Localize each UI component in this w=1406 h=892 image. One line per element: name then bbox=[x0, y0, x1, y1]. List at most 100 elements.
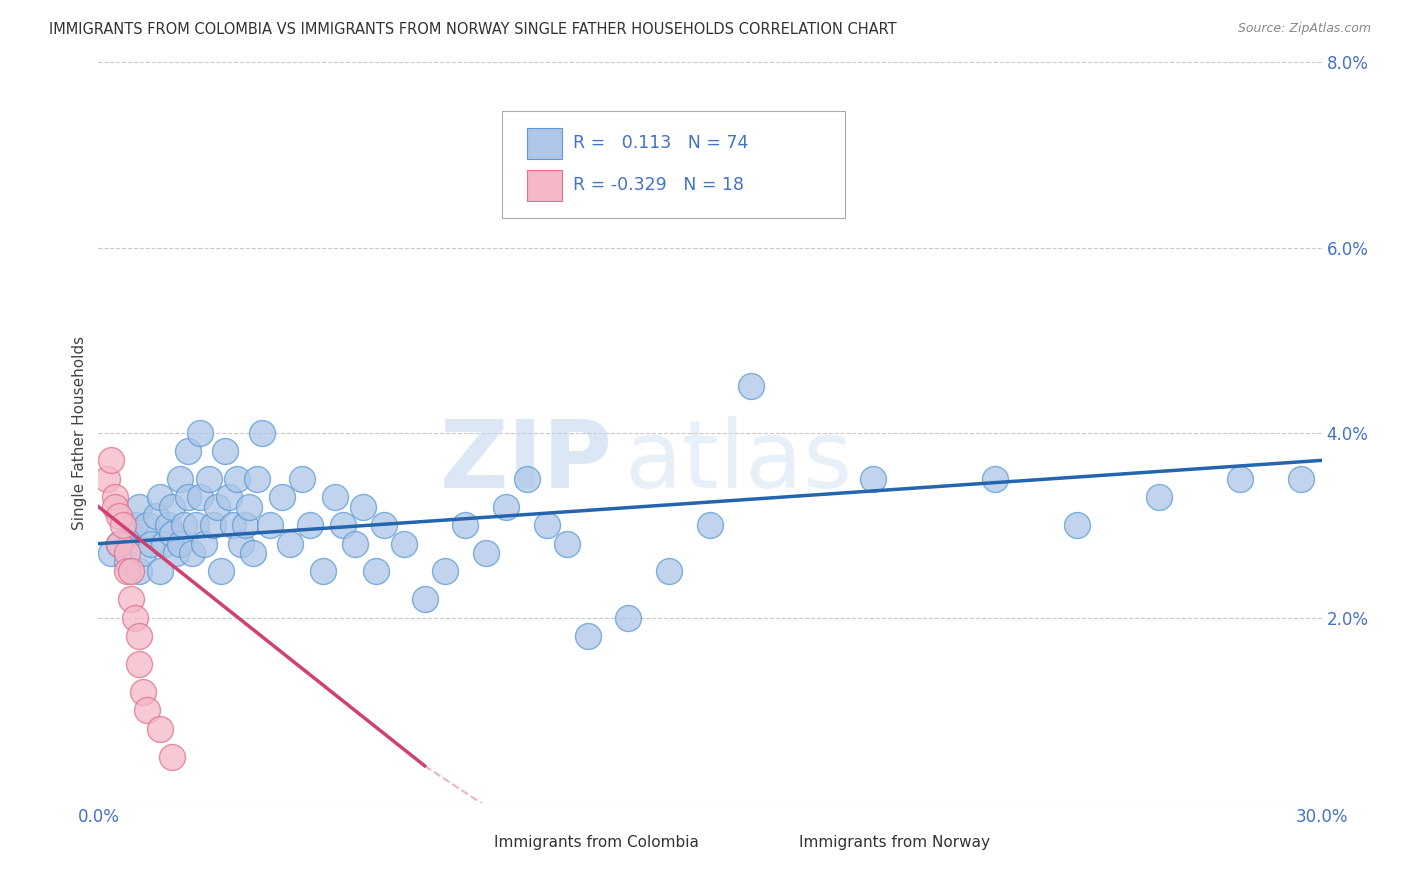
Point bbox=[169, 536, 191, 550]
Text: R = -0.329   N = 18: R = -0.329 N = 18 bbox=[574, 177, 744, 194]
Point bbox=[205, 500, 228, 514]
Point bbox=[201, 518, 224, 533]
Point bbox=[373, 518, 395, 533]
Text: Source: ZipAtlas.com: Source: ZipAtlas.com bbox=[1237, 22, 1371, 36]
Point bbox=[536, 518, 558, 533]
Point bbox=[699, 518, 721, 533]
Text: Immigrants from Norway: Immigrants from Norway bbox=[800, 835, 990, 850]
Point bbox=[108, 508, 131, 523]
Point bbox=[364, 565, 387, 579]
Point bbox=[96, 472, 118, 486]
Point bbox=[238, 500, 260, 514]
Point bbox=[576, 629, 599, 643]
Point bbox=[136, 518, 159, 533]
Point bbox=[188, 491, 212, 505]
Point bbox=[115, 546, 138, 560]
Point bbox=[186, 518, 208, 533]
Point bbox=[128, 657, 150, 671]
Point bbox=[141, 536, 163, 550]
Point bbox=[246, 472, 269, 486]
Point bbox=[128, 500, 150, 514]
FancyBboxPatch shape bbox=[457, 836, 489, 863]
Point bbox=[233, 518, 256, 533]
Point bbox=[124, 610, 146, 624]
Point bbox=[214, 444, 236, 458]
Text: Immigrants from Colombia: Immigrants from Colombia bbox=[494, 835, 699, 850]
Point bbox=[1291, 472, 1313, 486]
Point bbox=[862, 472, 884, 486]
Point bbox=[299, 518, 322, 533]
Point bbox=[111, 518, 134, 533]
Point bbox=[231, 536, 253, 550]
Point bbox=[124, 518, 146, 533]
Point bbox=[160, 749, 183, 764]
FancyBboxPatch shape bbox=[502, 111, 845, 218]
Point bbox=[136, 703, 159, 717]
Point bbox=[104, 500, 127, 514]
Point bbox=[352, 500, 374, 514]
Point bbox=[100, 546, 122, 560]
Point bbox=[222, 518, 245, 533]
Point bbox=[658, 565, 681, 579]
Point bbox=[100, 453, 122, 467]
Point bbox=[193, 536, 215, 550]
Point bbox=[120, 565, 142, 579]
Point bbox=[152, 536, 174, 550]
Point bbox=[177, 444, 200, 458]
Point bbox=[209, 565, 232, 579]
Point bbox=[197, 472, 219, 486]
Text: R =   0.113   N = 74: R = 0.113 N = 74 bbox=[574, 134, 748, 153]
Point bbox=[278, 536, 301, 550]
Point bbox=[156, 518, 179, 533]
Text: ZIP: ZIP bbox=[439, 417, 612, 508]
Point bbox=[149, 491, 172, 505]
Point bbox=[132, 546, 155, 560]
Point bbox=[188, 425, 212, 440]
Point bbox=[495, 500, 517, 514]
Text: IMMIGRANTS FROM COLOMBIA VS IMMIGRANTS FROM NORWAY SINGLE FATHER HOUSEHOLDS CORR: IMMIGRANTS FROM COLOMBIA VS IMMIGRANTS F… bbox=[49, 22, 897, 37]
Point bbox=[332, 518, 354, 533]
Point bbox=[259, 518, 281, 533]
Point bbox=[160, 527, 183, 541]
Point bbox=[149, 565, 172, 579]
Point bbox=[108, 536, 131, 550]
Point bbox=[177, 491, 200, 505]
Point bbox=[149, 722, 172, 736]
Point bbox=[312, 565, 335, 579]
Point bbox=[454, 518, 477, 533]
Point bbox=[474, 546, 498, 560]
Point bbox=[115, 555, 138, 569]
Point bbox=[740, 379, 762, 393]
Point bbox=[128, 565, 150, 579]
Point bbox=[120, 592, 142, 607]
Point bbox=[104, 491, 127, 505]
Point bbox=[242, 546, 264, 560]
Point bbox=[145, 508, 167, 523]
Point bbox=[120, 527, 142, 541]
Point bbox=[132, 685, 155, 699]
Point bbox=[128, 629, 150, 643]
Point bbox=[516, 472, 538, 486]
Point bbox=[555, 536, 579, 550]
Point bbox=[291, 472, 314, 486]
Point bbox=[108, 536, 131, 550]
Point bbox=[344, 536, 367, 550]
Point bbox=[160, 500, 183, 514]
Text: atlas: atlas bbox=[624, 417, 852, 508]
Point bbox=[1147, 491, 1170, 505]
Point bbox=[984, 472, 1007, 486]
Point bbox=[1229, 472, 1251, 486]
FancyBboxPatch shape bbox=[762, 836, 794, 863]
Point bbox=[165, 546, 187, 560]
Point bbox=[434, 565, 457, 579]
Point bbox=[169, 472, 191, 486]
Point bbox=[218, 491, 240, 505]
Point bbox=[173, 518, 195, 533]
Point bbox=[115, 565, 138, 579]
Y-axis label: Single Father Households: Single Father Households bbox=[72, 335, 87, 530]
Point bbox=[181, 546, 204, 560]
Point bbox=[1066, 518, 1088, 533]
Point bbox=[617, 610, 640, 624]
Point bbox=[226, 472, 249, 486]
Point bbox=[323, 491, 346, 505]
